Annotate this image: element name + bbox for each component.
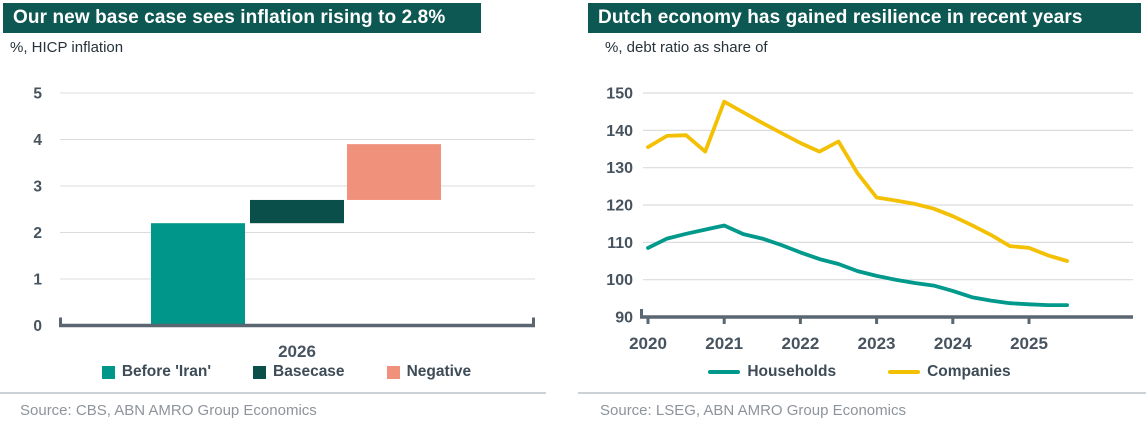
svg-text:2025: 2025 bbox=[1010, 334, 1048, 353]
right-divider bbox=[578, 392, 1146, 394]
svg-text:2026: 2026 bbox=[278, 342, 316, 361]
svg-text:4: 4 bbox=[33, 132, 42, 149]
legend-swatch-households-icon bbox=[708, 370, 741, 374]
svg-text:140: 140 bbox=[606, 123, 633, 140]
svg-text:2020: 2020 bbox=[629, 334, 667, 353]
debt-source: Source: LSEG, ABN AMRO Group Economics bbox=[600, 402, 906, 419]
legend-label-companies: Companies bbox=[927, 363, 1011, 380]
svg-text:90: 90 bbox=[615, 310, 633, 327]
svg-text:5: 5 bbox=[33, 86, 42, 103]
debt-ratio-panel: Dutch economy has gained resilience in r… bbox=[573, 0, 1146, 430]
inflation-panel-subtitle: %, HICP inflation bbox=[10, 39, 124, 56]
legend-item-negative: Negative bbox=[386, 363, 472, 381]
svg-text:0: 0 bbox=[33, 318, 42, 335]
svg-text:2021: 2021 bbox=[705, 334, 743, 353]
debt-panel-title: Dutch economy has gained resilience in r… bbox=[588, 3, 1141, 33]
inflation-source: Source: CBS, ABN AMRO Group Economics bbox=[20, 402, 317, 419]
svg-text:100: 100 bbox=[606, 272, 633, 289]
debt-panel-subtitle: %, debt ratio as share of bbox=[605, 39, 768, 56]
left-divider bbox=[0, 392, 546, 394]
legend-item-households: Households bbox=[708, 363, 836, 381]
legend-item-basecase: Basecase bbox=[253, 363, 345, 381]
svg-text:110: 110 bbox=[607, 235, 633, 252]
legend-label-negative: Negative bbox=[406, 363, 472, 380]
legend-item-before-iran: Before 'Iran' bbox=[101, 363, 212, 381]
debt-ratio-line-chart: 90 100 110 120 130 140 150 2020 2021 2022 2023 2024… bbox=[606, 86, 1133, 353]
svg-text:3: 3 bbox=[33, 179, 42, 196]
svg-text:130: 130 bbox=[606, 160, 633, 177]
legend-item-companies: Companies bbox=[888, 363, 1011, 381]
legend-label-basecase: Basecase bbox=[273, 363, 345, 380]
legend-swatch-before-iran-icon bbox=[101, 365, 115, 379]
svg-text:2022: 2022 bbox=[781, 334, 819, 353]
inflation-panel: Our new base case sees inflation rising … bbox=[0, 3, 573, 419]
debt-legend: Households Companies bbox=[573, 363, 1146, 381]
legend-swatch-companies-icon bbox=[888, 370, 921, 374]
inflation-panel-title: Our new base case sees inflation rising … bbox=[3, 3, 481, 33]
inflation-legend: Before 'Iran' Basecase Negative bbox=[0, 363, 573, 381]
legend-label-households: Households bbox=[747, 363, 837, 380]
svg-text:2023: 2023 bbox=[858, 334, 896, 353]
legend-swatch-basecase-icon bbox=[253, 365, 267, 379]
svg-text:2: 2 bbox=[33, 225, 42, 242]
legend-swatch-negative-icon bbox=[386, 365, 400, 379]
legend-label-before-iran: Before 'Iran' bbox=[121, 363, 212, 380]
inflation-bar-chart: 0 1 2 3 4 5 2026 bbox=[33, 86, 535, 361]
svg-text:120: 120 bbox=[606, 198, 633, 215]
svg-text:150: 150 bbox=[606, 86, 633, 103]
svg-text:1: 1 bbox=[33, 272, 42, 289]
svg-text:2024: 2024 bbox=[934, 334, 972, 353]
